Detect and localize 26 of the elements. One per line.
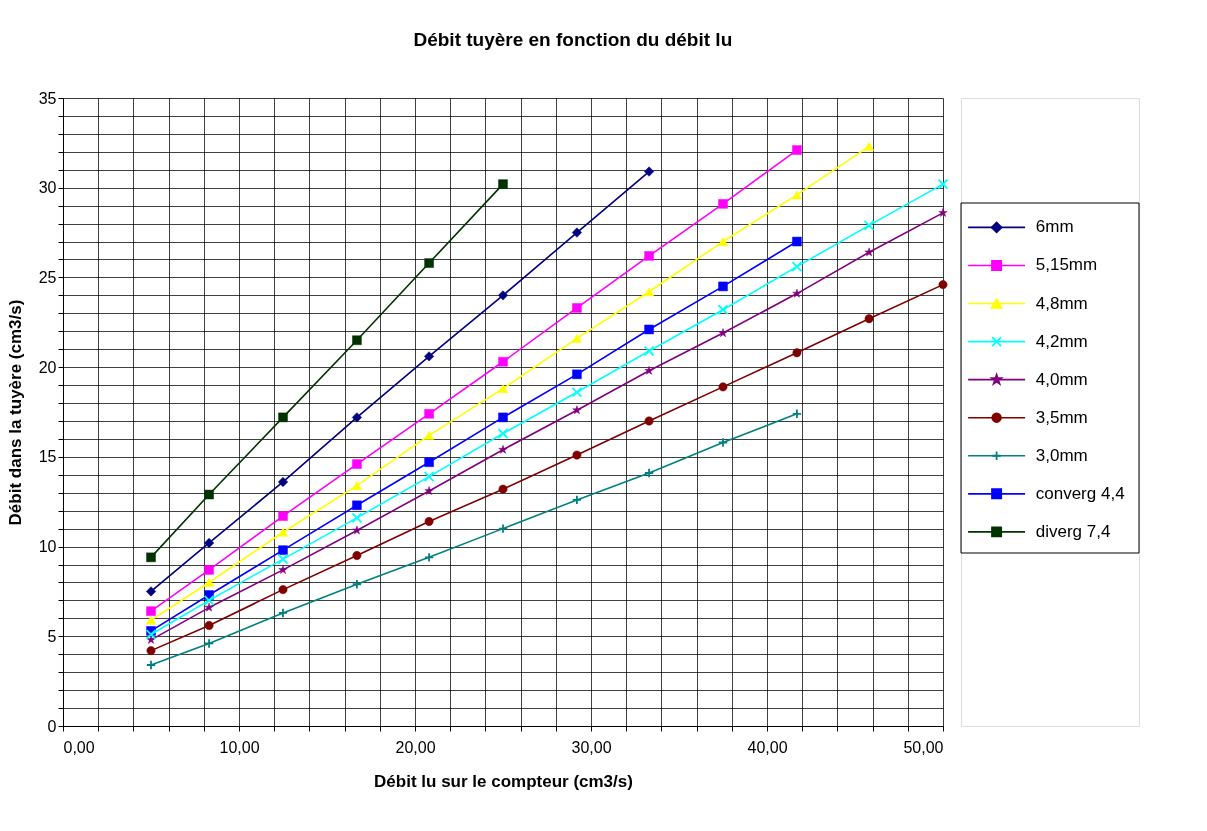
legend-label: converg 4,4 (1035, 483, 1125, 503)
legend-label: 3,0mm (1035, 445, 1088, 465)
legend-label: 6mm (1035, 217, 1074, 237)
legend-label: 4,2mm (1035, 331, 1088, 351)
y-tick-label: 25 (38, 268, 57, 286)
x-tick-label: 20,00 (395, 738, 436, 756)
x-tick-label: 50,00 (903, 738, 944, 756)
y-tick-label: 30 (38, 179, 57, 197)
y-tick-label: 0 (47, 717, 57, 735)
legend-label: 3,5mm (1035, 407, 1088, 427)
legend-label: 4,8mm (1035, 293, 1088, 313)
x-tick-label: 40,00 (747, 738, 788, 756)
y-axis-title: Débit dans la tuyère (cm3/s) (5, 299, 25, 526)
y-tick-label: 10 (38, 538, 57, 556)
x-tick-label: 30,00 (571, 738, 612, 756)
y-tick-label: 15 (38, 448, 57, 466)
y-tick-label: 35 (38, 89, 57, 107)
x-tick-label: 0,00 (63, 738, 95, 756)
x-axis-title: Débit lu sur le compteur (cm3/s) (374, 771, 633, 791)
legend-label: diverg 7,4 (1035, 521, 1111, 541)
chart-title: Débit tuyère en fonction du débit lu (413, 28, 733, 50)
y-tick-label: 20 (38, 358, 57, 376)
legend-label: 4,0mm (1035, 369, 1088, 389)
x-tick-label: 10,00 (219, 738, 260, 756)
y-tick-label: 5 (47, 627, 57, 645)
legend-label: 5,15mm (1035, 255, 1098, 275)
